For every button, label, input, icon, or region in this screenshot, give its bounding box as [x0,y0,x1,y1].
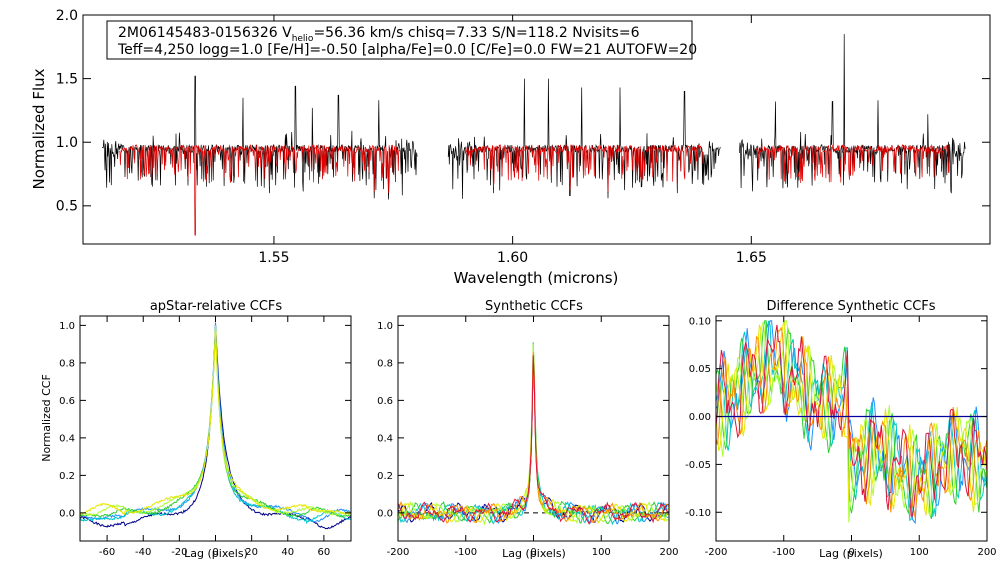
spectrum-ytick-label: 0.5 [56,199,78,215]
difference-ccf-xtick-label: 0 [848,547,854,558]
apstar-ccf-xtick-label: 0 [212,547,218,558]
synthetic-ccf-series [397,355,669,525]
apstar-ccf-ytick-label: 0.2 [59,471,75,482]
info-helio-subscript: helio [292,34,314,44]
spectrum-panel: 1.55 1.60 1.65 0.5 1.0 1.5 2.0 Normalized Flux… [30,8,991,287]
apstar-ccf-title: apStar-relative CCFs [150,299,283,314]
synthetic-ccf-ytick-label: 0.4 [377,433,393,444]
apstar-ccf-ytick-label: 0.0 [59,508,75,519]
synthetic-ccf-xtick-label: 200 [659,547,678,558]
spectrum-ytick-label: 2.0 [56,8,78,24]
apstar-ccf-frame [79,315,352,542]
apstar-ccf-ytick-label: 0.6 [59,396,75,407]
synthetic-ccf-xtick-label: -100 [454,547,477,558]
spectrum-lines [101,34,966,236]
apstar-ccf-series [79,324,352,525]
synthetic-ccf-lines [397,342,669,526]
difference-ccf-panel: Difference Synthetic CCFs -200 -100 0 100 20… [685,299,996,560]
spectrum-ytick-label: 1.0 [56,135,78,151]
info-star-stats: =56.36 km/s chisq=7.33 S/N=118.2 Nvisits… [313,25,639,41]
apstar-ccf-ytick-label: 1.0 [59,321,75,332]
difference-ccf-lines [715,320,988,525]
apstar-ccf-panel: apStar-relative CCFs -60 -40 -20 0 20 40 60 0.0… [40,299,352,560]
difference-ccf-xtick-label: 200 [977,547,996,558]
info-box-line2: Teff=4,250 logg=1.0 [Fe/H]=-0.50 [alpha/… [117,42,697,58]
spectrum-xlabel: Wavelength (microns) [454,269,619,287]
spectrum-model-line [756,143,950,184]
apstar-ccf-series [79,325,352,516]
synthetic-ccf-axis-ticks: -200 -100 0 100 200 0.0 0.2 0.4 0.6 0.8 1.0 [377,316,679,558]
difference-ccf-series [715,320,988,520]
spectrum-plot-frame [82,14,991,245]
synthetic-ccf-ytick-label: 1.0 [377,321,393,332]
synthetic-ccf-xtick-label: 100 [592,547,611,558]
spectrum-ylabel: Normalized Flux [30,68,48,189]
info-box-line1: 2M06145483-0156326 Vhelio=56.36 km/s chi… [118,25,640,44]
difference-ccf-ytick-label: 0.10 [689,316,711,327]
spectrum-ytick-label: 1.5 [56,72,78,88]
apstar-ccf-xtick-label: -20 [171,547,187,558]
difference-ccf-ytick-label: 0.05 [689,364,711,375]
synthetic-ccf-xtick-label: 0 [530,547,536,558]
apstar-ccf-axis-ticks: -60 -40 -20 0 20 40 60 0.0 0.2 0.4 0.6 0.8 1.0 [59,316,351,558]
synthetic-ccf-ytick-label: 0.0 [377,508,393,519]
difference-ccf-xlabel: Lag (pixels) [819,547,883,560]
spectrum-observed-line [101,75,418,200]
apstar-ccf-xtick-label: -40 [135,547,151,558]
difference-ccf-xtick-label: -200 [705,547,728,558]
apstar-ccf-xtick-label: 40 [281,547,294,558]
info-box [106,20,693,60]
synthetic-ccf-series [397,352,669,524]
spectrum-axis-ticks: 1.55 1.60 1.65 0.5 1.0 1.5 2.0 [56,8,990,266]
spectrum-model-line [118,143,401,236]
difference-ccf-xtick-label: 100 [910,547,929,558]
difference-ccf-title: Difference Synthetic CCFs [766,299,935,314]
apstar-ccf-xtick-label: 60 [318,547,331,558]
synthetic-ccf-title: Synthetic CCFs [485,299,583,314]
apstar-ccf-series [79,328,352,517]
apstar-ccf-series [79,322,352,523]
synthetic-ccf-ytick-label: 0.8 [377,358,393,369]
difference-ccf-series [715,320,988,516]
difference-ccf-ytick-label: -0.10 [685,508,711,519]
spectrum-observed-line [447,78,721,199]
synthetic-ccf-xlabel: Lag (pixels) [502,547,566,560]
difference-ccf-axis-ticks: -200 -100 0 100 200 -0.10 -0.05 0.00 0.05 0.10 [685,316,997,558]
spectrum-xtick-label: 1.65 [736,250,767,266]
apstar-ccf-series [79,323,352,530]
apstar-ccf-xtick-label: -60 [99,547,115,558]
apstar-ccf-xtick-label: 20 [245,547,258,558]
apstar-ccf-ytick-label: 0.4 [59,433,75,444]
synthetic-ccf-xtick-label: -200 [387,547,410,558]
apstar-ccf-ylabel: Normalized CCF [40,374,53,462]
apstar-ccf-xlabel: Lag (pixels) [184,547,248,560]
spectrum-xtick-label: 1.55 [258,250,289,266]
synthetic-ccf-ytick-label: 0.2 [377,471,393,482]
synthetic-ccf-ytick-label: 0.6 [377,396,393,407]
spectrum-xtick-label: 1.60 [497,250,528,266]
synthetic-ccf-series [397,342,669,525]
synthetic-ccf-series [397,344,669,526]
apstar-ccf-ytick-label: 0.8 [59,358,75,369]
spectrum-model-line [465,143,704,192]
apstar-ccf-series [79,327,352,519]
apstar-ccf-lines [79,322,352,530]
difference-ccf-xtick-label: -100 [772,547,795,558]
info-star-name: 2M06145483-0156326 V [118,25,292,41]
difference-ccf-ytick-label: -0.05 [685,460,711,471]
difference-ccf-series [715,324,988,517]
synthetic-ccf-panel: Synthetic CCFs -200 -100 0 100 200 0.0 0.2 0.4 0… [377,299,678,560]
difference-ccf-ytick-label: 0.00 [689,412,711,423]
difference-ccf-series [715,326,988,519]
